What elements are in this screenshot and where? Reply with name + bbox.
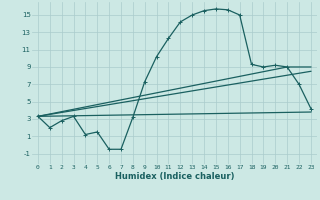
X-axis label: Humidex (Indice chaleur): Humidex (Indice chaleur) (115, 172, 234, 181)
